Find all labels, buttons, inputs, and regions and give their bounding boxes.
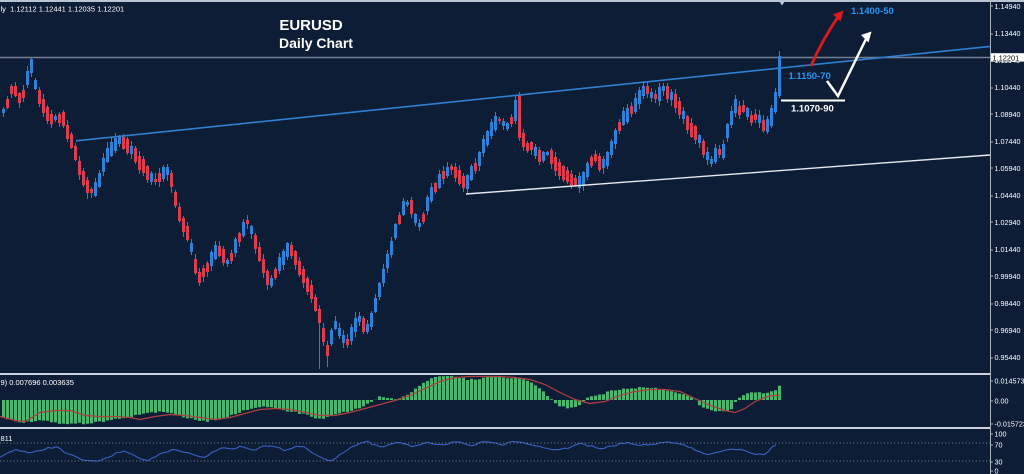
svg-text:9) 0.007696 0.003635: 9) 0.007696 0.003635 [1,378,74,387]
svg-text:1.12201: 1.12201 [993,53,1020,62]
svg-text:1.08940: 1.08940 [995,110,1021,119]
svg-text:0.014573: 0.014573 [995,377,1024,386]
svg-text:100: 100 [995,430,1007,439]
svg-text:70: 70 [995,441,1003,450]
svg-text:811: 811 [1,434,13,443]
svg-text:1.01440: 1.01440 [995,245,1021,254]
svg-text:1.04440: 1.04440 [995,191,1021,200]
svg-text:ly 1.12112 1.12441 1.12035 1.: ly 1.12112 1.12441 1.12035 1.12201 [1,5,125,14]
svg-text:-0.015723: -0.015723 [995,420,1024,429]
svg-text:0: 0 [995,467,999,474]
svg-text:1.1400-50: 1.1400-50 [851,6,894,17]
svg-text:1.1070-90: 1.1070-90 [791,104,834,115]
svg-text:1.1150-70: 1.1150-70 [789,71,831,82]
svg-text:1.07440: 1.07440 [995,137,1021,146]
svg-text:0.95440: 0.95440 [995,353,1021,362]
svg-text:1.14940: 1.14940 [995,2,1021,11]
svg-text:1.02940: 1.02940 [995,218,1021,227]
svg-text:0.96940: 0.96940 [995,326,1021,335]
svg-text:EURUSD: EURUSD [279,17,343,34]
svg-text:1.05940: 1.05940 [995,164,1021,173]
svg-text:1.10440: 1.10440 [995,83,1021,92]
svg-text:0.98440: 0.98440 [995,299,1021,308]
svg-text:0.00: 0.00 [995,397,1009,406]
svg-text:Daily Chart: Daily Chart [279,35,353,51]
svg-text:1.13440: 1.13440 [995,29,1021,38]
svg-text:0.99940: 0.99940 [995,272,1021,281]
svg-text:30: 30 [995,458,1003,467]
